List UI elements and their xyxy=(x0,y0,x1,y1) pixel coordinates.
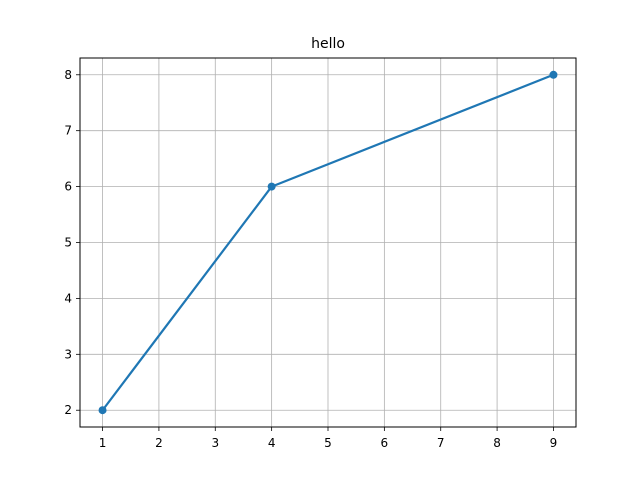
data-point xyxy=(549,70,558,79)
y-tick-label: 3 xyxy=(64,347,72,361)
y-tick-label: 2 xyxy=(64,403,72,417)
x-tick-label: 7 xyxy=(437,436,445,450)
y-tick-label: 8 xyxy=(64,68,72,82)
x-tick-label: 9 xyxy=(550,436,558,450)
chart-title: hello xyxy=(311,36,345,52)
y-tick-label: 4 xyxy=(64,291,72,305)
y-axis: 2 3 4 5 6 7 8 xyxy=(64,68,80,417)
grid-lines xyxy=(80,58,576,427)
x-tick-label: 3 xyxy=(211,436,219,450)
y-tick-label: 7 xyxy=(64,124,72,138)
x-tick-label: 4 xyxy=(268,436,276,450)
series-layer xyxy=(98,70,558,415)
x-tick-label: 8 xyxy=(493,436,501,450)
y-tick-label: 6 xyxy=(64,180,72,194)
y-tick-label: 5 xyxy=(64,236,72,250)
x-axis: 1 2 3 4 5 6 7 8 9 xyxy=(99,427,558,450)
data-point xyxy=(98,406,107,415)
x-tick-label: 5 xyxy=(324,436,332,450)
x-tick-label: 1 xyxy=(99,436,107,450)
x-tick-label: 2 xyxy=(155,436,163,450)
x-tick-label: 6 xyxy=(381,436,389,450)
data-point xyxy=(267,182,276,191)
